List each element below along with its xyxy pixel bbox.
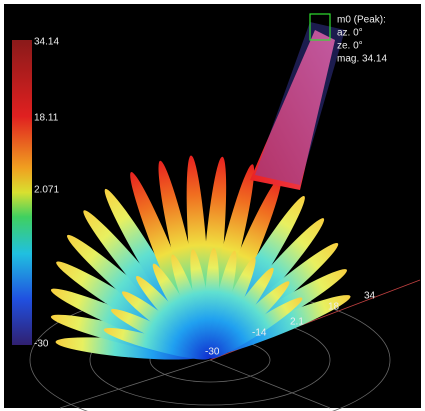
radiation-pattern bbox=[50, 155, 351, 360]
peak-marker bbox=[309, 13, 331, 41]
colorbar-label: -30 bbox=[34, 339, 49, 350]
lobe bbox=[55, 337, 206, 360]
polar-label: -14 bbox=[252, 328, 267, 339]
peak-magnitude: mag. 34.14 bbox=[337, 54, 387, 65]
peak-zenith: ze. 0° bbox=[337, 41, 363, 52]
peak-azimuth: az. 0° bbox=[337, 28, 363, 39]
polar-label: 18 bbox=[328, 302, 340, 313]
colorbar bbox=[12, 40, 32, 345]
peak-column bbox=[255, 22, 345, 185]
colorbar-label: 18.11 bbox=[34, 113, 59, 124]
polar-label: 2.1 bbox=[290, 317, 304, 328]
polar-label: 34 bbox=[364, 291, 376, 302]
peak-title: m0 (Peak): bbox=[337, 15, 386, 26]
main-lobe bbox=[250, 30, 335, 190]
polar-label: -30 bbox=[205, 347, 220, 358]
colorbar-label: 2.071 bbox=[34, 185, 59, 196]
lobe bbox=[209, 297, 303, 359]
colorbar-label: 34.14 bbox=[34, 37, 59, 48]
lobe bbox=[208, 250, 237, 359]
